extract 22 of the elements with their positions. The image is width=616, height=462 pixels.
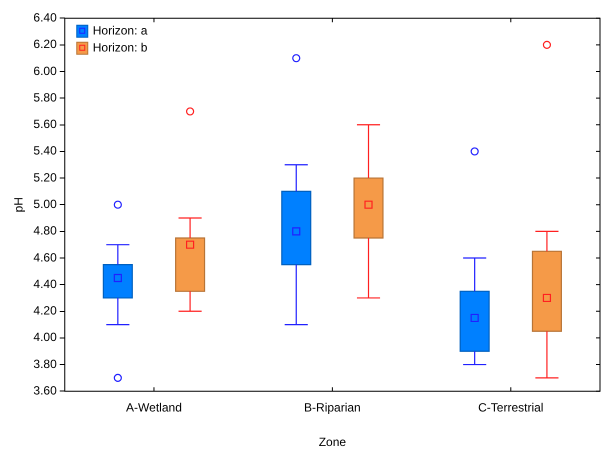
y-tick-label: 6.00 [33, 64, 58, 78]
y-tick-label: 4.80 [33, 224, 58, 238]
y-tick-label: 3.60 [33, 384, 58, 398]
y-tick-label: 4.00 [33, 330, 58, 344]
y-tick-label: 6.20 [33, 37, 58, 52]
legend-label: Horizon: b [92, 40, 148, 55]
y-tick-label: 4.20 [33, 304, 58, 318]
y-tick-label: 5.40 [33, 144, 58, 158]
y-tick-label: 5.00 [33, 197, 58, 212]
x-tick-label: C-Terrestrial [478, 400, 544, 415]
y-tick-label: 4.40 [33, 276, 58, 291]
x-axis-title: Zone [318, 435, 346, 450]
x-tick-label: B-Riparian [304, 400, 361, 415]
y-tick-label: 4.60 [33, 250, 58, 264]
y-tick-label: 5.80 [33, 90, 58, 104]
y-tick-label: 5.20 [33, 170, 58, 184]
y-tick-label: 6.40 [33, 10, 58, 25]
y-tick-label: 5.60 [33, 117, 58, 132]
y-axis-title: pH [12, 197, 26, 212]
legend-label: Horizon: a [92, 24, 148, 38]
x-tick-label: A-Wetland [126, 400, 182, 415]
y-tick-label: 3.80 [33, 356, 58, 371]
